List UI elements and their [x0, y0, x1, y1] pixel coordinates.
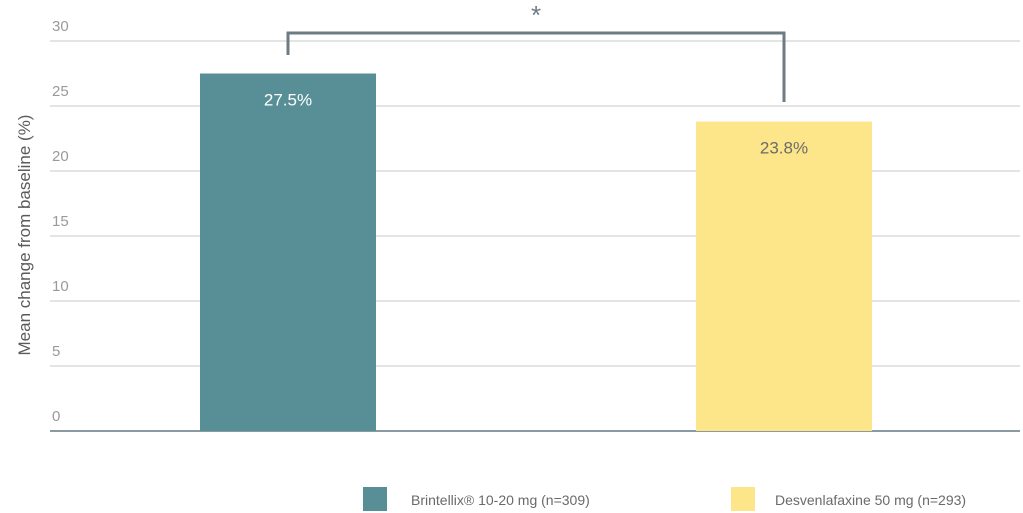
y-tick-label: 20 [52, 148, 69, 165]
gridlines [50, 40, 1020, 432]
significance-bracket [286, 31, 786, 102]
legend-swatch [363, 487, 387, 511]
bar [696, 121, 872, 431]
significance-annotation: * [286, 0, 786, 102]
legend-label: Desvenlafaxine 50 mg (n=293) [775, 492, 966, 508]
bar [200, 73, 376, 431]
y-axis-label: Mean change from baseline (%) [15, 115, 34, 356]
legend-label: Brintellix® 10-20 mg (n=309) [411, 492, 590, 508]
bar-value-label: 27.5% [264, 91, 312, 110]
bars: 27.5% 23.8% [200, 73, 872, 431]
y-tick-label: 30 [52, 18, 69, 35]
bar-value-label: 23.8% [760, 139, 808, 158]
legend: Brintellix® 10-20 mg (n=309) Desvenlafaxi… [363, 487, 966, 511]
y-tick-label: 0 [52, 408, 60, 425]
y-tick-label: 25 [52, 83, 69, 100]
y-tick-label: 15 [52, 213, 69, 230]
significance-marker: * [531, 0, 541, 30]
y-tick-label: 10 [52, 278, 69, 295]
y-tick-label: 5 [52, 343, 60, 360]
y-axis-ticks: 0 5 10 15 20 25 30 [52, 18, 69, 425]
legend-swatch [731, 487, 755, 511]
